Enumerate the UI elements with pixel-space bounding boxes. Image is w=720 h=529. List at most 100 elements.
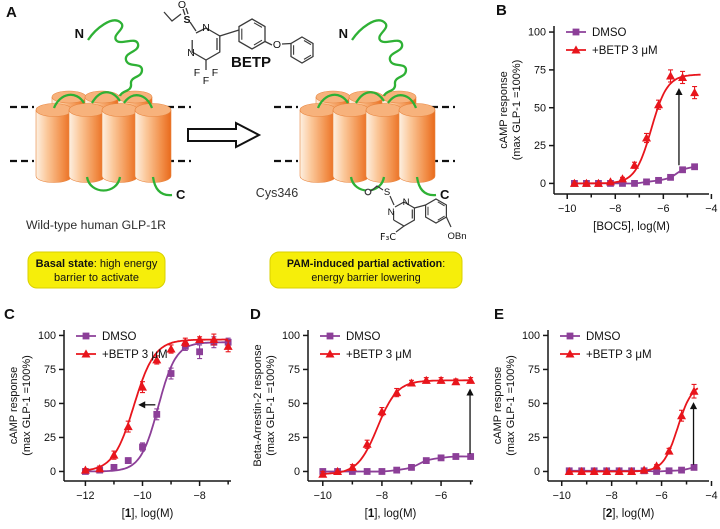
svg-text:0: 0 [294,466,300,478]
shift-arrow [138,401,156,409]
conjugate-f3c-label: F₃C [380,232,396,243]
atom-f2: F [212,67,218,79]
svg-text:50: 50 [288,398,300,410]
pam-activation-box: PAM-induced partial activation: energy b… [269,251,463,289]
basal-state-box: Basal state: high energy barrier to acti… [27,251,166,289]
atom-n2: N [187,47,195,59]
y-axis-title: Beta-Arrestin-2 response (max GLP-1 =100%… [252,344,277,466]
legend: DMSO +BETP 3 μM [320,331,412,361]
conjugate-s-atom: S [384,187,390,198]
atom-o2: O [273,39,281,51]
betp-structure: O S N N F F F O [163,0,314,87]
chart-svg-D: 0 25 50 75 100 −10 −8 −6 Beta-Arrestin-2 respons… [252,330,476,520]
cys346-conjugate: S N N F₃C OBn [364,185,467,243]
transition-arrow [187,121,262,149]
svg-text:Beta-Arrestin-2 response: Beta-Arrestin-2 response [252,344,264,466]
axes [303,330,473,486]
receptor-pam-bound [272,19,457,204]
pam-box-line2: energy barrier lowering [311,272,420,284]
svg-text:−8: −8 [609,203,621,215]
axes [543,330,713,486]
panel-b-chart: 0 25 50 75 100 −10 −8 −6 −4 cAMP response (max GLP… [492,0,720,245]
receptor-wildtype [8,19,193,204]
svg-text:50: 50 [528,398,540,410]
legend-label: +BETP 3 μM [586,349,652,361]
svg-text:(max GLP-1 =100%): (max GLP-1 =100%) [505,355,517,456]
svg-text:25: 25 [44,432,56,444]
svg-text:cAMP response: cAMP response [498,71,510,148]
axes [549,26,713,199]
x-axis-title: [BOC5], log(M) [593,221,670,233]
x-axis-title: [1], log(M) [122,508,174,520]
tick-labels: 0 25 50 75 100 −10 −8 −6 −4 [522,330,718,502]
svg-text:−4: −4 [705,490,717,502]
atom-f1: F [194,67,200,79]
atom-n1: N [202,22,210,34]
y-axis-title: cAMP response (max GLP-1 =100%) [498,60,523,161]
svg-text:0: 0 [50,466,56,478]
legend: DMSO +BETP 3 μM [560,331,652,361]
series-betp [80,333,233,474]
shift-arrow [689,402,698,465]
svg-text:50: 50 [534,102,546,114]
svg-text:75: 75 [528,364,540,376]
panel-d-chart: 0 25 50 75 100 −10 −8 −6 Beta-Arrestin-2 respons… [244,296,484,529]
y-axis-title: cAMP response (max GLP-1 =100%) [8,355,33,456]
legend-label: +BETP 3 μM [346,349,412,361]
panel-a-label: A [6,4,17,21]
legend-label: DMSO [346,331,381,343]
basal-state-line2: barrier to activate [54,272,139,284]
svg-text:−10: −10 [553,490,571,502]
conjugate-obn-label: OBn [447,231,466,242]
panel-e-chart: 0 25 50 75 100 −10 −8 −6 −4 cAMP response (max GLP… [484,296,720,529]
panel-d-label: D [250,306,261,323]
svg-text:(max GLP-1 =100%): (max GLP-1 =100%) [511,60,523,161]
svg-text:75: 75 [534,64,546,76]
svg-text:Basal state: high energy: Basal state: high energy [36,258,158,270]
shift-arrow [675,88,683,166]
pam-box-rest: : [442,258,445,270]
atom-f3: F [203,75,209,87]
legend: DMSO +BETP 3 μM [566,27,658,57]
svg-text:100: 100 [282,330,300,342]
legend-label: DMSO [102,331,137,343]
legend-label: +BETP 3 μM [102,349,168,361]
basal-state-rest: : high energy [94,258,158,270]
chart-svg-C: 0 25 50 75 100 −12 −10 −8 cAMP response (max GLP-… [8,330,233,520]
pam-box-bold: PAM-induced partial activation [287,258,442,270]
svg-text:cAMP response: cAMP response [8,367,20,444]
svg-text:−8: −8 [193,490,205,502]
cys346-label: Cys346 [256,186,298,200]
series-betp [318,375,476,478]
svg-text:−8: −8 [376,490,388,502]
panel-c-chart: 0 25 50 75 100 −12 −10 −8 cAMP response (max GLP-… [0,296,244,529]
tick-labels: 0 25 50 75 100 −10 −8 −6 −4 [528,27,718,215]
svg-text:50: 50 [44,398,56,410]
basal-state-bold: Basal state [36,258,94,270]
chart-svg-B: 0 25 50 75 100 −10 −8 −6 −4 cAMP response (max GLP… [498,26,718,233]
betp-name-label: BETP [231,54,271,71]
tick-labels: 0 25 50 75 100 −12 −10 −8 [38,330,206,502]
series-betp [569,69,701,187]
svg-text:−8: −8 [605,490,617,502]
conjugate-n1-atom: N [403,197,410,208]
x-axis-title: [2], log(M) [603,508,655,520]
svg-text:−6: −6 [657,203,669,215]
svg-text:−10: −10 [314,490,332,502]
atom-s1: S [183,14,190,26]
svg-text:(max GLP-1 =100%): (max GLP-1 =100%) [265,355,277,456]
svg-text:cAMP response: cAMP response [492,367,504,444]
svg-text:−6: −6 [435,490,447,502]
panel-c-label: C [4,306,15,323]
panel-a-diagram: N C O [8,0,467,289]
svg-text:−6: −6 [655,490,667,502]
svg-text:−12: −12 [76,490,94,502]
wildtype-caption: Wild-type human GLP-1R [26,218,166,232]
legend-label: +BETP 3 μM [592,45,658,57]
series-betp [564,383,699,475]
axes [59,330,231,486]
svg-text:(max GLP-1 =100%): (max GLP-1 =100%) [21,355,33,456]
svg-text:−10: −10 [133,490,151,502]
svg-text:0: 0 [534,466,540,478]
